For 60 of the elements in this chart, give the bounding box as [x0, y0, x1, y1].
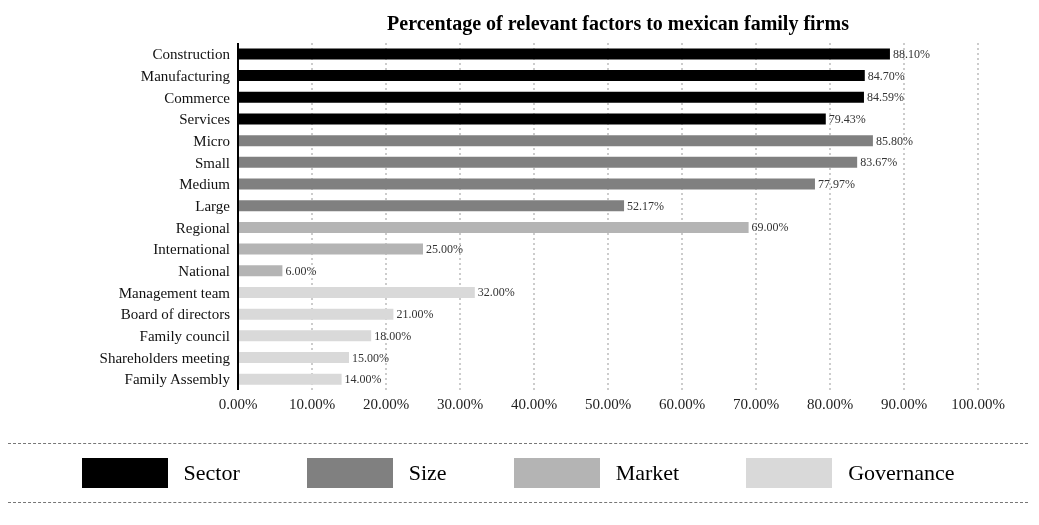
bar: [238, 156, 858, 168]
data-label: 21.00%: [396, 307, 434, 322]
data-label: 25.00%: [426, 242, 463, 257]
data-label: 15.00%: [352, 350, 389, 365]
data-label: 18.00%: [374, 328, 412, 343]
bar: [238, 286, 475, 298]
data-label: 14.00%: [344, 372, 382, 387]
data-label: 6.00%: [285, 263, 317, 278]
bar: [238, 178, 815, 190]
y-tick-label: International: [153, 241, 230, 258]
x-tick-label: 50.00%: [584, 395, 632, 412]
bar: [238, 243, 423, 255]
y-tick-label: Manufacturing: [140, 67, 231, 84]
y-tick-label: National: [178, 263, 230, 280]
legend-label: Market: [615, 460, 680, 486]
x-tick-label: 60.00%: [658, 395, 706, 412]
y-tick-label: Medium: [179, 176, 231, 193]
bar: [238, 373, 342, 385]
y-tick-label: Shareholders meeting: [99, 349, 231, 366]
x-tick-label: 80.00%: [806, 395, 854, 412]
bar: [238, 265, 283, 277]
data-label: 84.70%: [867, 68, 905, 83]
y-tick-label: Board of directors: [120, 306, 231, 323]
bar: [238, 330, 372, 342]
x-tick-label: 20.00%: [362, 395, 410, 412]
data-label: 85.80%: [875, 133, 913, 148]
bar: [238, 308, 394, 320]
data-label: 88.10%: [892, 46, 930, 61]
bar: [238, 200, 625, 212]
bar: [238, 221, 749, 233]
x-tick-label: 30.00%: [436, 395, 484, 412]
y-tick-label: Family council: [139, 328, 230, 345]
data-label: 52.17%: [627, 198, 665, 213]
data-label: 77.97%: [817, 177, 855, 192]
chart-title: Percentage of relevant factors to mexican family firms: [386, 11, 850, 35]
legend-label: Sector: [183, 460, 240, 486]
data-label: 84.59%: [866, 90, 904, 105]
y-tick-label: Services: [179, 111, 231, 128]
y-tick-label: Family Assembly: [124, 371, 231, 388]
data-label: 83.67%: [860, 155, 898, 170]
y-tick-label: Management team: [118, 284, 231, 301]
y-tick-label: Commerce: [164, 89, 231, 106]
data-label: 79.43%: [828, 111, 866, 126]
legend-label: Size: [408, 460, 447, 486]
x-tick-label: 100.00%: [951, 395, 1005, 412]
legend-label: Governance: [848, 460, 955, 486]
y-tick-label: Construction: [152, 46, 231, 63]
x-tick-label: 90.00%: [880, 395, 928, 412]
y-tick-label: Micro: [193, 132, 230, 149]
x-tick-label: 10.00%: [288, 395, 336, 412]
y-tick-label: Large: [195, 197, 231, 214]
data-label: 69.00%: [751, 220, 789, 235]
x-tick-label: 0.00%: [218, 395, 258, 412]
y-tick-label: Small: [194, 154, 230, 171]
x-tick-label: 70.00%: [732, 395, 780, 412]
bar: [238, 135, 873, 147]
y-tick-label: Regional: [175, 219, 230, 236]
data-label: 32.00%: [477, 285, 515, 300]
x-tick-label: 40.00%: [510, 395, 558, 412]
bar: [238, 352, 349, 364]
